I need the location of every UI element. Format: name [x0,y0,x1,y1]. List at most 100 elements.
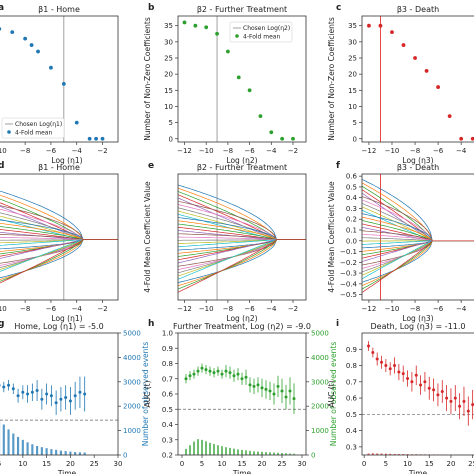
x-tick-label: −10 [385,305,400,313]
y-tick-label: 25 [164,55,173,63]
coefficient-path [362,240,474,262]
auc-point [7,383,11,387]
plot-area [362,174,474,300]
x-axis-label: Log (η1) [51,314,82,323]
y-tick-label: 30 [164,38,173,46]
x-tick-label: 30 [114,460,123,468]
x-tick-label: −8 [223,147,233,155]
auc-point [401,372,405,376]
y-tick-label: 0.5 [162,406,173,414]
coefficient-path [362,240,474,286]
auc-point [471,403,474,407]
event-bar [402,454,405,455]
y-tick-label: 15 [164,87,173,95]
coefficient-path [178,233,306,241]
auc-point [196,369,200,373]
auc-point [204,368,208,372]
panel-letter: f [336,161,340,171]
event-bar [406,454,409,455]
auc-point [21,390,25,394]
x-tick-label: −4 [266,305,277,313]
event-bar [189,445,191,455]
auc-point [78,390,82,394]
y-tick-label: −0.5 [340,291,357,299]
x-tick-label: 10 [403,460,412,468]
y-tick-label: 30 [348,38,357,46]
y2-tick-label: 5000 [123,330,141,338]
coefficient-path [0,239,118,282]
y-tick-label: 0.8 [346,362,357,370]
panel-title: β2 - Further Treatment [197,5,287,14]
auc-point [11,387,15,391]
y2-axis-label: Number of observed events [329,342,338,447]
x-tick-label: 20 [446,460,455,468]
event-bar [237,449,239,455]
x-tick-label: −4 [456,147,467,155]
auc-point [458,404,462,408]
data-point [470,136,474,141]
auc-point [244,375,248,379]
y-tick-label: −0.3 [340,270,357,278]
coefficient-path [178,200,306,241]
data-point [0,27,2,31]
event-bar [12,433,15,455]
coefficient-path [362,240,474,245]
coefficient-path [362,240,474,293]
x-tick-label: −8 [410,305,420,313]
coefficient-path [362,189,474,242]
x-tick-label: −6 [433,147,444,155]
coefficient-path [0,239,118,284]
coefficient-path [0,198,118,241]
auc-point [393,364,397,368]
x-tick-label: 30 [298,460,307,468]
event-bar [253,451,255,455]
y-tick-label: 0.4 [346,427,358,435]
y-tick-label: 10 [348,103,357,111]
x-tick-label: −6 [244,305,255,313]
y-tick-label: 35 [164,22,173,30]
event-bar [371,453,374,455]
auc-point [188,374,192,378]
coefficient-path [362,216,474,242]
coefficient-path [362,206,474,242]
auc-point [68,399,72,403]
auc-point [264,387,268,391]
panel-i: i Death, Log (η3) = -11.0 0 5 10 15 20 25 Time 0.… [327,319,474,474]
auc-point [440,390,444,394]
panel-letter: g [0,319,4,329]
y-tick-label: −0.2 [340,259,357,267]
data-point [225,49,230,54]
data-point [74,120,79,125]
event-bar [221,446,223,455]
x-tick-label: −4 [456,305,467,313]
axes-frame [177,173,307,301]
auc-point [280,389,284,393]
y-tick-label: 25 [348,55,357,63]
event-bar [36,445,39,455]
x-tick-label: −10 [0,305,7,313]
auc-point [252,384,256,388]
coefficient-path [0,205,118,241]
coefficient-path [178,230,306,241]
data-point [401,43,406,47]
x-axis-label: Time [232,469,252,474]
axes-frame [361,332,474,456]
auc-point [272,392,276,396]
event-bar [2,424,5,455]
plot-area [367,16,474,142]
coefficient-path [362,199,474,242]
data-point [49,65,53,70]
y-tick-label: 20 [164,71,173,79]
auc-point [371,351,375,355]
event-bar [397,454,400,455]
data-point [215,31,219,36]
auc-point [2,385,6,389]
event-bar [16,436,20,455]
auc-point [59,397,63,401]
auc-point [54,401,58,405]
event-bar [64,451,67,455]
auc-point [16,394,20,398]
auc-point [268,389,272,393]
x-tick-label: −6 [46,305,57,313]
